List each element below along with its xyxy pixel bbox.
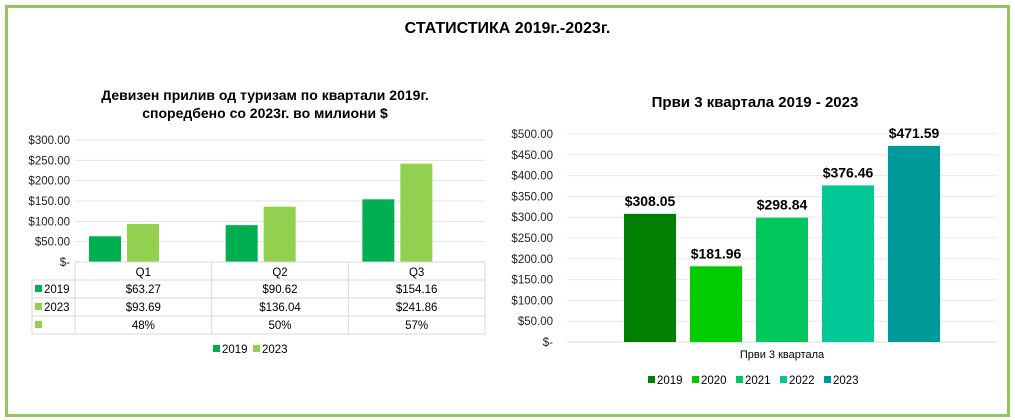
table-row-label: 2019 (44, 284, 70, 296)
legend-label-2019: 2019 (657, 375, 683, 387)
y-tick-label: $50.00 (35, 237, 70, 249)
table-cell: $154.16 (396, 284, 438, 296)
bar-2019-Q1 (89, 236, 121, 262)
legend-key-2023 (253, 345, 260, 352)
dashboard-frame (5, 5, 1010, 417)
y-tick-label: $100.00 (511, 295, 553, 307)
y-tick-label: $300.00 (28, 135, 70, 147)
table-header-Q1: Q1 (136, 267, 151, 279)
legend-label-2023: 2023 (262, 344, 288, 356)
table-header-Q2: Q2 (272, 267, 287, 279)
legend-key-2022 (780, 376, 787, 383)
y-tick-label: $250.00 (511, 233, 553, 245)
bar-2023-Q1 (127, 223, 159, 262)
y-tick-label: $150.00 (511, 275, 553, 287)
y-tick-label: $- (60, 257, 70, 269)
legend-key-2019 (35, 285, 42, 292)
bar-2023 (888, 145, 940, 342)
table-cell: $136.04 (259, 302, 301, 314)
y-tick-label: $500.00 (511, 129, 553, 141)
y-tick-label: $50.00 (518, 316, 553, 328)
bar-2021 (756, 217, 808, 342)
legend-label-2021: 2021 (745, 375, 771, 387)
legend-key-2019 (213, 345, 220, 352)
table-cell: $241.86 (396, 302, 438, 314)
bar-2019 (624, 213, 676, 342)
y-tick-label: $300.00 (511, 212, 553, 224)
left-chart-title: Девизен прилив од туризам по квартали 20… (30, 86, 500, 122)
y-tick-label: $- (543, 337, 553, 349)
table-cell: 57% (405, 320, 428, 332)
legend-key-2020 (692, 376, 699, 383)
y-tick-label: $250.00 (28, 155, 70, 167)
y-tick-label: $150.00 (28, 196, 70, 208)
data-label-2021: $298.84 (757, 197, 808, 213)
table-cell: $93.69 (126, 302, 161, 314)
y-tick-label: $450.00 (511, 150, 553, 162)
table-cell: $63.27 (126, 284, 161, 296)
legend-key-2023 (35, 303, 42, 310)
table-cell: 48% (132, 320, 155, 332)
y-tick-label: $100.00 (28, 216, 70, 228)
right-chart-title: Први 3 квартала 2019 - 2023 (651, 94, 859, 111)
y-tick-label: $200.00 (28, 176, 70, 188)
table-cell: $90.62 (262, 284, 297, 296)
bar-2019-Q2 (225, 225, 258, 262)
y-tick-label: $400.00 (511, 171, 553, 183)
legend-label-2023: 2023 (833, 375, 859, 387)
bar-2023-Q2 (263, 206, 296, 262)
page-title: СТАТИСТИКА 2019г.-2023г. (404, 20, 611, 37)
legend-label-2020: 2020 (701, 375, 727, 387)
legend-label-2019: 2019 (222, 344, 248, 356)
bar-2020 (690, 266, 742, 342)
x-category-label: Први 3 квартала (740, 349, 825, 361)
table-header-Q3: Q3 (409, 267, 424, 279)
data-label-2023: $471.59 (889, 125, 940, 141)
left-chart-title-line1: Девизен прилив од туризам по квартали 20… (101, 87, 429, 103)
legend-key-2023 (824, 376, 831, 383)
table-row-label: 2023 (44, 302, 70, 314)
data-label-2019: $308.05 (625, 193, 676, 209)
left-chart-title-line2: споредбено со 2023г. во милиони $ (142, 105, 388, 121)
legend-key-pct (35, 321, 42, 328)
legend-key-2021 (736, 376, 743, 383)
bar-2019-Q3 (362, 199, 395, 262)
bar-2022 (822, 185, 874, 342)
data-label-2020: $181.96 (691, 245, 742, 261)
y-tick-label: $350.00 (511, 191, 553, 203)
data-label-2022: $376.46 (823, 164, 874, 180)
legend-key-2019 (648, 376, 655, 383)
y-tick-label: $200.00 (511, 254, 553, 266)
bar-2023-Q3 (400, 163, 433, 262)
table-cell: 50% (268, 320, 291, 332)
legend-label-2022: 2022 (789, 375, 815, 387)
